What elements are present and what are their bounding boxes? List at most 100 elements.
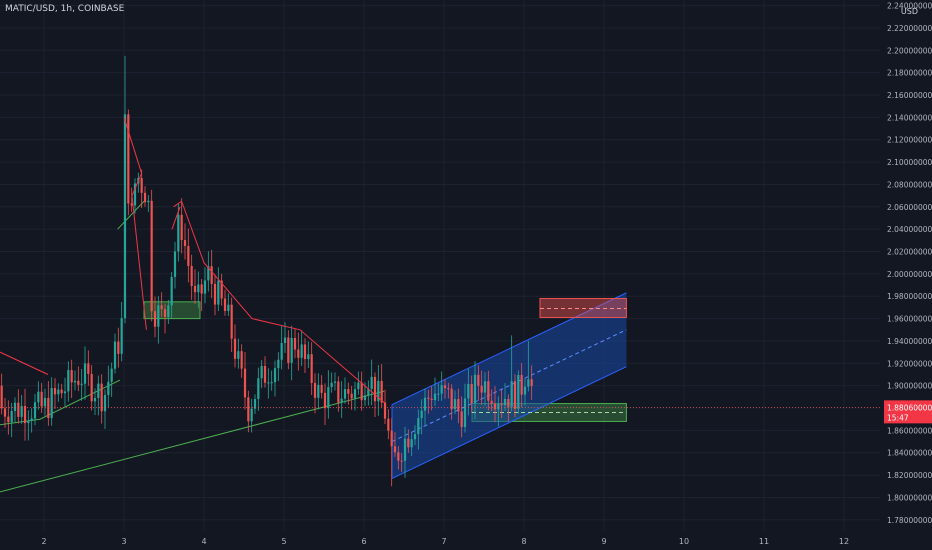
candle-body [507, 398, 510, 407]
candle-body [413, 434, 417, 440]
price-tick-label: 2.06000000 [887, 203, 932, 212]
candle-body [123, 114, 127, 319]
candle-body [183, 240, 187, 246]
candle-body [277, 359, 280, 369]
resistance-trendline [173, 200, 385, 403]
candle-body [460, 411, 463, 428]
candle-body [87, 363, 90, 374]
price-tick-label: 2.24000000 [887, 2, 932, 11]
price-tick-label: 1.78000000 [887, 516, 932, 525]
candle-body [177, 214, 180, 252]
candle-body [447, 388, 450, 390]
candle-body [77, 380, 80, 385]
candle-body [427, 397, 430, 399]
candle-body [483, 381, 487, 393]
time-tick-label: 9 [601, 537, 606, 546]
candle-body [270, 382, 273, 384]
candle-body [117, 341, 120, 354]
candle-body [357, 382, 360, 390]
price-tick-label: 2.04000000 [887, 225, 932, 234]
candle-body [0, 385, 3, 409]
candle-body [47, 397, 50, 419]
candle-body [60, 389, 63, 394]
candle-body [380, 380, 383, 403]
candle-body [280, 343, 283, 360]
price-tick-label: 2.18000000 [887, 69, 932, 78]
candle-body [100, 383, 103, 412]
price-tick-label: 1.86000000 [887, 426, 932, 435]
candle-body [50, 388, 53, 419]
candle-body [333, 381, 337, 383]
candle-body [180, 214, 183, 241]
drawings-back [0, 200, 627, 493]
candle-body [523, 386, 527, 395]
candle-body [220, 280, 223, 299]
candle-body [187, 245, 190, 266]
candle-body [443, 385, 447, 389]
candle-body [473, 374, 477, 404]
candle-body [163, 309, 167, 318]
candle-body [27, 420, 30, 424]
price-tick-label: 2.10000000 [887, 158, 932, 167]
candle-body [253, 399, 257, 409]
price-tick-label: 2.22000000 [887, 24, 932, 33]
candle-body [510, 381, 513, 407]
candle-body [57, 389, 60, 395]
candle-body [450, 388, 453, 410]
support-trendline [0, 390, 385, 493]
candle-body [440, 385, 443, 394]
candle-body [210, 266, 213, 284]
price-tick-label: 2.14000000 [887, 113, 932, 122]
candle-body [93, 398, 97, 402]
price-tick-label: 1.84000000 [887, 449, 932, 458]
candle-body [227, 304, 230, 311]
candle-body [330, 382, 333, 388]
time-tick-label: 11 [759, 537, 769, 546]
candle-body [297, 349, 300, 358]
symbol-label[interactable]: MATIC/USD, 1h, COINBASE [5, 4, 125, 14]
candle-body [173, 251, 177, 277]
candle-body [420, 410, 423, 419]
candle-body [160, 305, 163, 310]
candle-body [30, 418, 33, 421]
candle-body [213, 283, 217, 305]
candle-body [200, 284, 203, 294]
candle-body [377, 380, 380, 402]
time-tick-label: 2 [41, 537, 46, 546]
price-tick-label: 1.82000000 [887, 471, 932, 480]
target-zone [539, 297, 627, 318]
drawings-front [0, 117, 880, 408]
candle-body [63, 391, 67, 394]
time-tick-label: 7 [441, 537, 446, 546]
candle-body [347, 389, 350, 394]
candle-body [340, 398, 343, 403]
candle-body [283, 337, 287, 344]
candle-body [490, 400, 493, 404]
candle-body [360, 382, 363, 401]
candle-body [267, 382, 270, 384]
candle-body [353, 389, 357, 399]
time-tick-label: 5 [281, 537, 286, 546]
candle-body [470, 384, 473, 404]
candle-body [150, 200, 153, 312]
candle-body [37, 391, 40, 403]
candle-body [287, 337, 290, 363]
candle-body [260, 365, 263, 379]
candle-body [83, 363, 87, 384]
candle-body [313, 382, 317, 398]
time-axis[interactable]: 2 3 4 5 6 7 8 9 10 11 12 [41, 537, 849, 546]
candle-body [463, 398, 467, 428]
candle-body [7, 416, 10, 423]
candle-body [17, 402, 20, 417]
candle-body [133, 183, 137, 206]
candle-body [140, 178, 143, 193]
candle-body [43, 397, 47, 407]
candle-body [153, 311, 157, 327]
channel-mid-line [391, 329, 627, 443]
candle-body [217, 280, 220, 305]
candle-body [40, 391, 43, 407]
candle-body [423, 397, 427, 411]
